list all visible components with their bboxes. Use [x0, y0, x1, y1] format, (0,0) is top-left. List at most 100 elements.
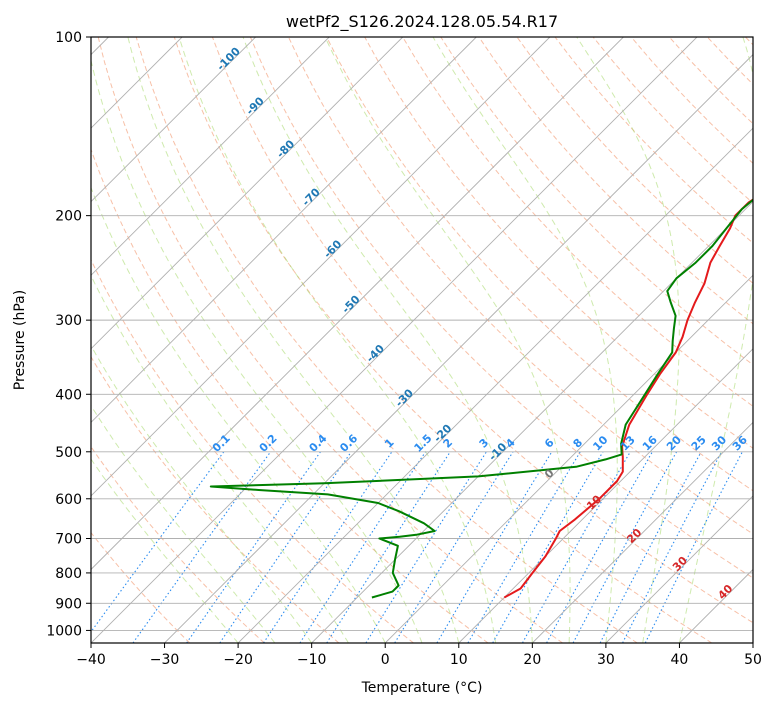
moist-adiabat — [127, 37, 460, 643]
dry-adiabat-label: -80 — [274, 137, 297, 160]
mixing-ratio-line — [219, 451, 352, 643]
isotherm — [91, 37, 624, 571]
mixing-ratio-line — [522, 451, 631, 643]
moist-adiabat — [91, 458, 239, 643]
isotherm — [679, 568, 753, 643]
background-lines — [91, 37, 753, 643]
x-tick-label: 50 — [744, 652, 762, 668]
x-tick-label: 20 — [523, 652, 541, 668]
x-tick-label: −20 — [223, 652, 253, 668]
y-tick-label: 900 — [55, 596, 82, 612]
mixing-ratio-label: 25 — [689, 433, 709, 453]
y-tick-label: 700 — [55, 532, 82, 548]
dry-adiabat — [91, 258, 414, 643]
dry-adiabat — [288, 37, 753, 535]
x-tick-label: −10 — [297, 652, 327, 668]
dry-adiabat-label: -60 — [321, 237, 344, 260]
dry-adiabat — [97, 37, 563, 643]
dry-adiabat-label: -50 — [339, 293, 362, 316]
isotherm — [91, 37, 477, 423]
isotherm — [91, 37, 404, 350]
x-tick-label: −40 — [76, 652, 106, 668]
y-tick-label: 300 — [55, 313, 82, 329]
dry-adiabat-label: -30 — [393, 386, 416, 409]
dry-adiabat — [249, 37, 753, 579]
moist-adiabat-label: 30 — [670, 554, 690, 574]
isotherm — [752, 642, 753, 643]
y-tick-label: 800 — [55, 566, 82, 582]
grid-lines — [91, 37, 753, 643]
dry-adiabat — [668, 37, 753, 125]
x-tick-label: 0 — [381, 652, 390, 668]
mixing-ratio-line — [326, 451, 451, 643]
moist-adiabat — [324, 37, 571, 643]
moist-adiabat-label: 20 — [624, 526, 644, 546]
mixing-ratio-label: 20 — [664, 433, 684, 453]
mixing-ratio-line — [467, 451, 581, 643]
mixing-ratio-label: 0.4 — [307, 432, 330, 455]
mixing-ratio-line — [263, 451, 393, 643]
dry-adiabat — [326, 37, 753, 492]
moist-adiabat — [91, 404, 276, 643]
dry-adiabat — [402, 37, 753, 407]
x-axis-label: Temperature (°C) — [361, 680, 483, 696]
plot-frame — [90, 36, 754, 644]
y-tick-label: 100 — [55, 30, 82, 46]
isotherm — [91, 37, 256, 203]
mixing-ratio-label: 36 — [730, 433, 750, 453]
moist-adiabat — [91, 344, 313, 643]
mixing-ratio-label: 30 — [709, 433, 729, 453]
y-axis: 100 200 300 400 500 600 700 800 900 1000 — [46, 30, 91, 639]
x-tick-label: 30 — [597, 652, 615, 668]
isotherm — [605, 495, 753, 643]
moist-adiabat — [242, 37, 533, 643]
isotherm — [237, 127, 753, 643]
mixing-ratio-label: 10 — [590, 433, 610, 453]
dry-adiabat — [478, 37, 753, 325]
dry-adiabat — [135, 37, 638, 643]
mixing-ratio-line — [436, 451, 553, 643]
dry-adiabat — [440, 37, 753, 366]
dry-adiabat — [706, 37, 753, 85]
mixing-ratio-line — [186, 451, 321, 643]
mixing-ratio-line — [622, 451, 723, 643]
dry-adiabat-label: -100 — [214, 45, 243, 74]
dry-adiabat — [173, 37, 713, 643]
chart-title: wetPf2_S126.2024.128.05.54.R17 — [286, 12, 558, 32]
x-tick-label: 40 — [671, 652, 689, 668]
x-tick-label: 10 — [450, 652, 468, 668]
line-labels: 0.1 0.2 0.4 0.6 1 1.5 2 3 4 6 8 10 13 16 20 25 30 36-100-… — [210, 45, 750, 603]
dry-adiabat-label: -90 — [244, 94, 267, 117]
temperature-profile — [503, 198, 753, 599]
moist-adiabat — [678, 37, 753, 643]
mixing-ratio-label: 16 — [640, 433, 660, 453]
dry-adiabat — [745, 37, 753, 46]
dry-adiabat — [91, 531, 191, 643]
dry-adiabat — [91, 148, 489, 643]
moist-adiabat — [432, 37, 618, 643]
dry-adiabat — [211, 37, 753, 624]
y-tick-label: 1000 — [46, 623, 82, 639]
dry-adiabat — [91, 445, 265, 643]
mixing-ratio-line — [365, 451, 487, 643]
mixing-ratio-line — [91, 451, 225, 633]
isotherm — [311, 201, 753, 643]
mixing-ratio-line — [132, 451, 272, 643]
isotherm — [458, 348, 753, 643]
y-tick-label: 200 — [55, 209, 82, 225]
isotherm — [91, 37, 330, 276]
isotherm — [384, 274, 753, 643]
mixing-ratio-line — [299, 451, 426, 643]
dry-adiabat-label: -40 — [364, 342, 387, 365]
dry-adiabat-label: -70 — [300, 185, 323, 208]
moist-adiabat-label: 40 — [715, 582, 735, 602]
y-tick-label: 500 — [55, 445, 82, 461]
mixing-ratio-label: 3 — [477, 436, 492, 451]
mixing-ratio-label: 0.6 — [337, 432, 360, 455]
moist-adiabat — [91, 58, 423, 643]
y-tick-label: 600 — [55, 492, 82, 508]
isotherm — [164, 53, 753, 643]
dewpoint-profile — [209, 198, 753, 599]
mixing-ratio-line — [546, 451, 653, 643]
